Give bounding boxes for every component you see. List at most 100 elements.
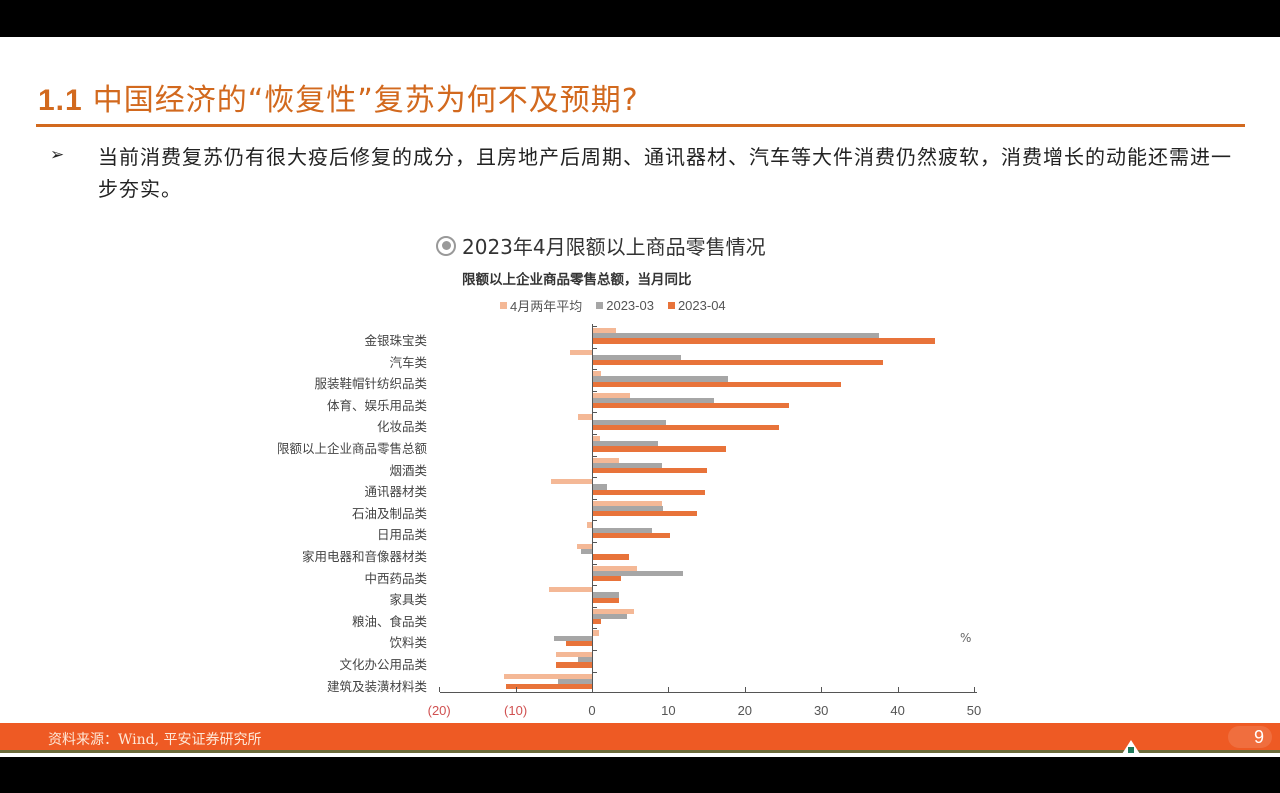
category-label: 限额以上企业商品零售总额 — [276, 441, 427, 456]
chart-legend: 4月两年平均 2023-03 2023-04 — [500, 296, 726, 315]
y-axis — [592, 324, 593, 693]
bar — [566, 640, 592, 646]
bar — [593, 457, 619, 463]
x-tick-label: 10 — [661, 703, 676, 718]
y-tick — [593, 542, 597, 543]
category-label: 通讯器材类 — [364, 484, 427, 500]
y-tick — [593, 477, 597, 478]
category-label: 日用品类 — [376, 527, 427, 543]
bar — [593, 360, 884, 366]
title-divider — [36, 124, 1245, 127]
source-note: 资料来源：Wind, 平安证券研究所 — [48, 732, 262, 748]
bar — [593, 468, 707, 474]
bar — [593, 403, 789, 409]
bar — [593, 554, 629, 560]
x-tick — [897, 687, 899, 692]
category-label: 体育、娱乐用品类 — [326, 397, 427, 413]
bar — [593, 424, 779, 430]
bar — [593, 527, 652, 533]
bullet-arrow-icon: ➢ — [50, 145, 65, 165]
legend-label: 2023-04 — [677, 298, 726, 313]
legend-label: 2023-03 — [606, 298, 654, 313]
bar — [593, 500, 662, 506]
bar — [553, 635, 592, 641]
y-tick — [593, 672, 597, 673]
category-label: 粮油、食品类 — [351, 613, 427, 629]
bar — [593, 489, 705, 495]
bar — [593, 614, 627, 620]
bar — [556, 652, 592, 658]
bar — [593, 398, 714, 404]
slide-title: 1.1 中国经济的“恢复性”复苏为何不及预期? — [38, 75, 639, 119]
y-tick — [593, 650, 597, 651]
category-label: 文化办公用品类 — [339, 657, 427, 672]
category-label: 饮料类 — [389, 635, 427, 651]
bar — [556, 662, 592, 668]
chart-heading-text: 2023年4月限额以上商品零售情况 — [462, 235, 766, 259]
category-label: 家用电器和音像器材类 — [301, 549, 427, 564]
bar — [593, 630, 600, 636]
bar — [593, 576, 622, 582]
y-tick — [593, 520, 597, 521]
y-tick — [593, 585, 597, 586]
bar — [593, 392, 630, 398]
bar — [593, 446, 726, 452]
category-label: 服装鞋帽针纺织品类 — [314, 376, 427, 392]
bar — [593, 376, 729, 382]
bar — [593, 592, 619, 598]
bar — [593, 597, 619, 603]
bar — [593, 484, 607, 490]
bar — [587, 522, 592, 528]
y-tick — [593, 412, 597, 413]
bar — [578, 657, 592, 663]
x-tick-label: 50 — [966, 703, 982, 718]
legend-swatch — [596, 302, 604, 309]
legend-swatch — [667, 302, 675, 309]
y-tick — [593, 369, 597, 370]
bar — [576, 544, 592, 550]
page-number: 9 — [1228, 726, 1272, 748]
footer-bar — [0, 723, 1280, 750]
x-axis — [440, 692, 977, 693]
bar — [593, 381, 841, 387]
y-tick — [593, 434, 597, 435]
bar — [593, 371, 601, 377]
unit-label: % — [960, 631, 972, 645]
footer-rule — [0, 750, 1280, 753]
x-tick — [515, 687, 517, 692]
x-tick — [668, 687, 670, 692]
chart-heading: 2023年4月限额以上商品零售情况 — [436, 231, 766, 260]
bar — [593, 436, 600, 442]
category-label: 建筑及装潢材料类 — [326, 678, 427, 694]
x-tick — [974, 687, 975, 692]
bar — [593, 619, 601, 625]
legend-swatch — [500, 302, 507, 309]
bar — [593, 511, 697, 517]
legend-item: 2023-03 — [596, 296, 654, 315]
section-number: 1.1 — [38, 84, 83, 117]
bar — [578, 414, 592, 420]
bar — [593, 328, 616, 334]
slide: 1.1 中国经济的“恢复性”复苏为何不及预期? ➢ 当前消费复苏仍有很大疫后修复的… — [0, 37, 1280, 757]
category-label: 石油及制品类 — [351, 505, 427, 521]
category-label: 金银珠宝类 — [364, 333, 427, 348]
legend-item: 2023-04 — [667, 296, 726, 315]
legend-item: 4月两年平均 — [500, 296, 582, 315]
y-tick — [593, 564, 597, 565]
x-tick-label: 20 — [737, 703, 753, 718]
bar — [593, 333, 879, 339]
bar — [549, 587, 592, 593]
bar — [581, 549, 592, 555]
x-tick-label: (10) — [504, 703, 528, 718]
x-tick — [439, 687, 441, 692]
bar — [593, 506, 664, 512]
bar — [593, 338, 935, 344]
bar — [557, 678, 592, 684]
x-tick — [821, 687, 823, 692]
bar — [569, 349, 592, 355]
y-tick — [593, 326, 597, 327]
x-tick-label: (20) — [427, 703, 451, 718]
bar — [593, 419, 667, 425]
bar — [504, 673, 592, 679]
bar — [506, 684, 592, 690]
